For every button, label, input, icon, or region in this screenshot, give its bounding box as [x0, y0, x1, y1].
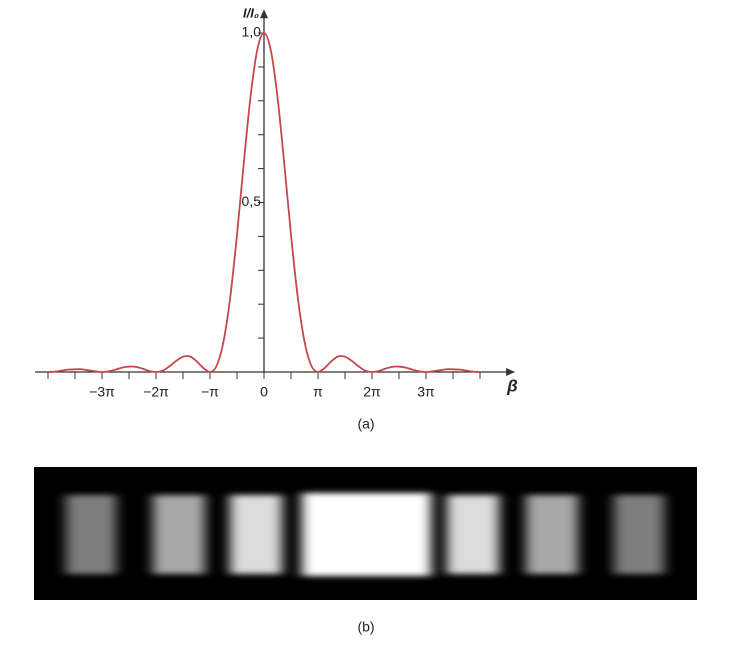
fringe [66, 495, 116, 574]
fringe [447, 495, 499, 574]
x-tick-label: 2π [363, 384, 381, 400]
caption: (b) [357, 619, 374, 635]
y-axis-arrow [260, 9, 268, 19]
x-tick-label: 0 [260, 384, 268, 400]
x-tick-label: 3π [417, 384, 435, 400]
fringe [526, 495, 578, 574]
y-tick-label: 1,0 [242, 24, 262, 40]
fringe [153, 495, 205, 574]
intensity-curve [47, 32, 481, 373]
y-axis-label: I/I₀ [243, 6, 259, 21]
x-tick-label: −π [201, 384, 219, 400]
y-tick-label: 0,5 [242, 193, 262, 209]
x-axis-label: β [506, 376, 518, 395]
caption: (a) [357, 416, 374, 432]
x-tick-label: π [313, 384, 323, 400]
x-tick-label: −3π [89, 384, 115, 400]
fringe [614, 495, 664, 574]
diffraction-pattern [34, 467, 697, 600]
fringe [230, 495, 282, 574]
x-tick-label: −2π [143, 384, 169, 400]
central-fringe [302, 493, 431, 576]
x-axis-arrow [506, 368, 516, 376]
